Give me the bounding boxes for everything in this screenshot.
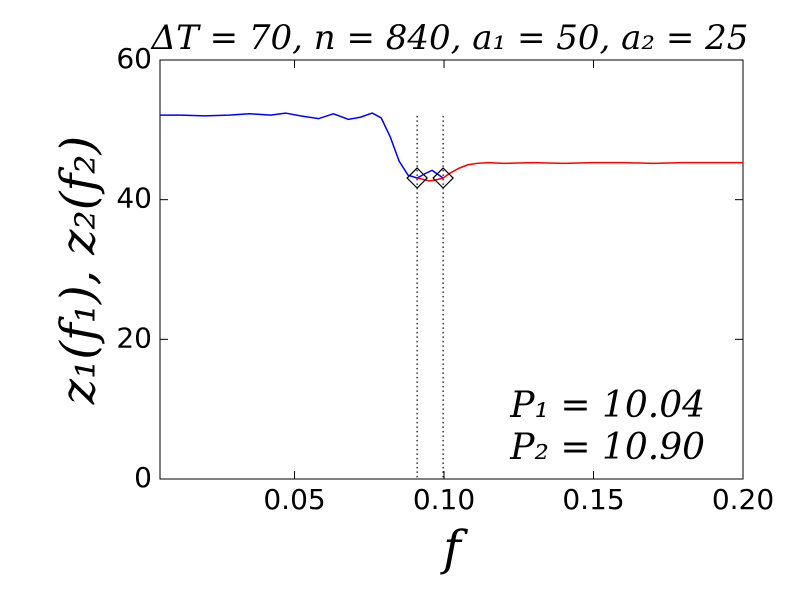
plot-frame: [159, 59, 744, 480]
annotation: P₁ = 10.04: [509, 385, 705, 426]
marker: [432, 167, 454, 189]
y-tick-label: 20: [116, 321, 152, 354]
x-axis-label: f: [440, 521, 468, 577]
y-tick-label: 40: [116, 182, 152, 215]
marker: [406, 167, 428, 189]
chart-title: ΔT = 70, n = 840, a₁ = 50, a₂ = 25: [150, 18, 749, 58]
x-tick-label: 0.05: [263, 483, 325, 516]
x-tick-label: 0.15: [562, 483, 624, 516]
x-tick-label: 0.20: [712, 483, 774, 516]
y-tick-label: 0: [134, 461, 152, 494]
data-line: [160, 112, 444, 179]
y-axis-label: z₁(f₁), z₂(f₂): [51, 136, 107, 406]
data-line: [416, 161, 743, 182]
x-tick-label: 0.10: [413, 483, 475, 516]
annotation: P₂ = 10.90: [509, 427, 705, 468]
y-tick-label: 60: [116, 42, 152, 75]
